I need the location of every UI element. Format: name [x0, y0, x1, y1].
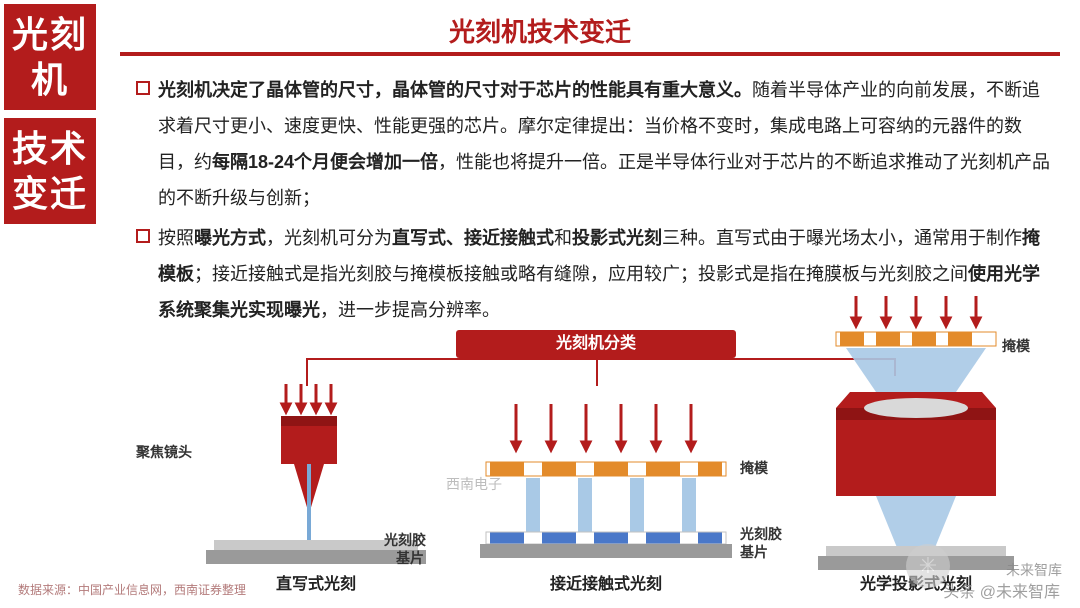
p2-s9: ；接近接触式是指光刻胶与掩模板接触或略有缝隙，应用较广；投影式是指在掩膜板与光刻…	[194, 264, 968, 284]
watermark-right-top: 未来智库	[1006, 560, 1062, 580]
contact-svg	[476, 404, 736, 574]
label-mask-3: 掩模	[1002, 336, 1030, 356]
bullet-icon	[136, 229, 150, 243]
p1-bold-mid: 每隔18-24个月便会增加一倍	[212, 152, 438, 172]
p2-s5: 和	[554, 228, 572, 248]
p2-s1: 按照	[158, 228, 194, 248]
watermark-brand: 未来智库	[1006, 562, 1062, 578]
projection-svg	[796, 296, 1036, 574]
watermark-right: 头条 @未来智库	[943, 578, 1060, 602]
title-underline	[120, 52, 1060, 56]
watermark-center: 西南电子	[446, 474, 502, 494]
bullet-icon	[136, 81, 150, 95]
page-title: 光刻机技术变迁	[0, 12, 1080, 49]
body-content: 光刻机决定了晶体管的尺寸，晶体管的尺寸对于芯片的性能具有重大意义。随着半导体产业…	[136, 72, 1052, 332]
connector-drop-2	[596, 358, 598, 386]
classification-banner: 光刻机分类	[456, 330, 736, 358]
label-resist-2: 光刻胶	[740, 524, 782, 544]
p2-b2: 直写式、接近接触式	[392, 228, 554, 248]
p2-s3: ，光刻机可分为	[266, 228, 392, 248]
paragraph-1: 光刻机决定了晶体管的尺寸，晶体管的尺寸对于芯片的性能具有重大意义。随着半导体产业…	[136, 72, 1052, 216]
side-tag-2: 技术变迁	[4, 118, 96, 224]
p2-s11: ，进一步提高分辨率。	[320, 300, 500, 320]
p2-b1: 曝光方式	[194, 228, 266, 248]
label-focus-lens: 聚焦镜头	[136, 442, 192, 462]
caption-contact: 接近接触式光刻	[476, 570, 736, 594]
p2-s7: 三种。直写式由于曝光场太小，通常用于制作	[662, 228, 1022, 248]
side-tag-1: 光刻机	[4, 4, 96, 110]
label-resist-1: 光刻胶	[384, 530, 426, 550]
label-substrate-1: 基片	[396, 548, 424, 568]
p2-b3: 投影式光刻	[572, 228, 662, 248]
label-mask-2: 掩模	[740, 458, 768, 478]
source-note: 数据来源：中国产业信息网，西南证券整理	[18, 581, 246, 598]
label-substrate-2: 基片	[740, 542, 768, 562]
watermark-prefix: 头条 @未来智库	[943, 584, 1060, 601]
p1-bold-lead: 光刻机决定了晶体管的尺寸，晶体管的尺寸对于芯片的性能具有重大意义。	[158, 80, 752, 100]
